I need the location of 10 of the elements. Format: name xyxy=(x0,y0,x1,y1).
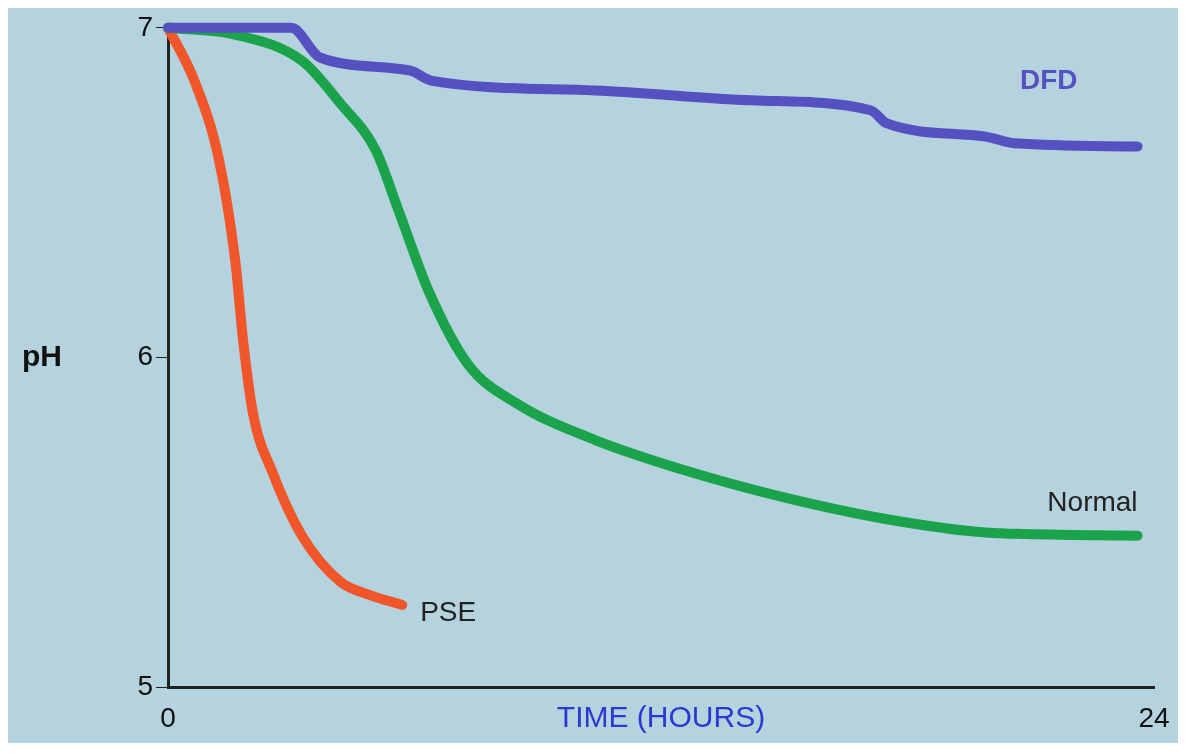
x-axis-title: TIME (HOURS) xyxy=(556,700,766,734)
series-label: Normal xyxy=(1047,486,1138,518)
y-tick-label: 7 xyxy=(137,10,153,42)
y-tick-label: 5 xyxy=(137,670,153,702)
y-axis-title: pH xyxy=(22,338,62,372)
y-tick-label: 6 xyxy=(137,340,153,372)
series-label: PSE xyxy=(420,595,477,627)
x-tick-label: 0 xyxy=(160,701,176,733)
series-label: DFD xyxy=(1020,64,1078,96)
x-tick-label: 24 xyxy=(1138,701,1170,733)
